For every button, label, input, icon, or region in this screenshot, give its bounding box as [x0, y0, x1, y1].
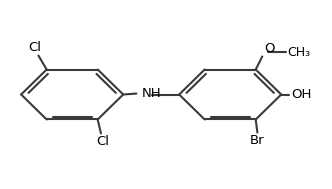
- Text: Cl: Cl: [96, 135, 109, 148]
- Text: CH₃: CH₃: [287, 46, 310, 59]
- Text: OH: OH: [291, 88, 311, 101]
- Text: Cl: Cl: [29, 41, 42, 54]
- Text: O: O: [264, 42, 275, 55]
- Text: Br: Br: [250, 134, 265, 147]
- Text: NH: NH: [141, 87, 161, 100]
